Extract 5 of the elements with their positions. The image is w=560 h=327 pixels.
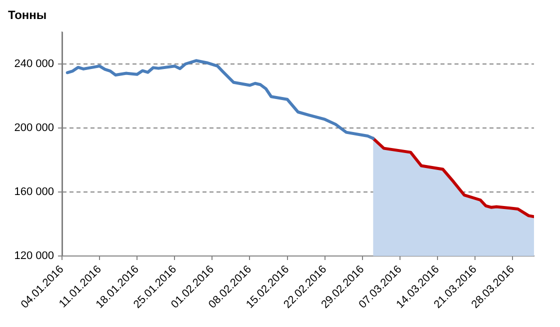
y-tick-label: 240 000 (14, 58, 54, 70)
y-tick-label: 200 000 (14, 122, 54, 134)
y-tick-label: 120 000 (14, 250, 54, 262)
y-axis-title: Тонны (8, 8, 47, 22)
y-tick-label: 160 000 (14, 186, 54, 198)
